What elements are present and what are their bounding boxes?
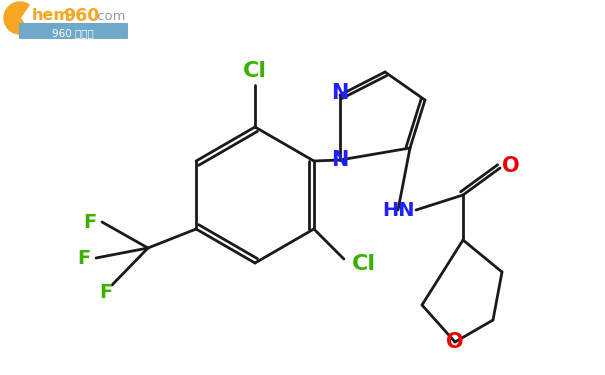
Wedge shape — [4, 2, 29, 34]
FancyBboxPatch shape — [19, 23, 128, 39]
Text: 960 化工网: 960 化工网 — [52, 28, 94, 38]
Text: .com: .com — [94, 9, 126, 22]
Text: O: O — [502, 156, 520, 176]
Text: 960: 960 — [63, 7, 99, 25]
Text: F: F — [77, 249, 91, 267]
Text: Cl: Cl — [352, 254, 376, 274]
Text: F: F — [83, 213, 97, 231]
Text: HN: HN — [382, 201, 414, 219]
Text: hem: hem — [32, 9, 71, 24]
Text: Cl: Cl — [243, 61, 267, 81]
Text: O: O — [446, 332, 464, 352]
Text: N: N — [332, 83, 348, 103]
Text: F: F — [99, 284, 113, 303]
Text: N: N — [332, 150, 348, 170]
